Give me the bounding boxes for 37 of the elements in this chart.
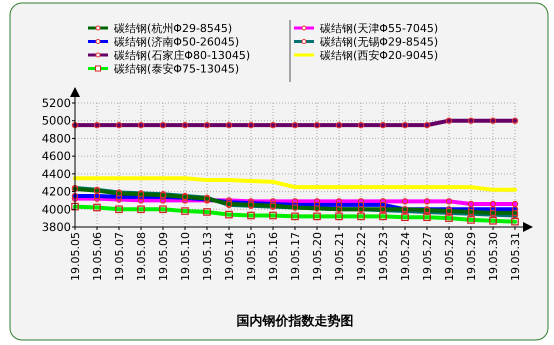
x-tick-label: 19.05.20 <box>311 232 324 281</box>
legend-label: 碳结钢(天津Φ55-7045) <box>319 22 438 35</box>
x-tick-label: 19.05.21 <box>333 232 346 281</box>
legend-label: 碳结钢(无锡Φ29-8545) <box>319 36 438 48</box>
legend-label: 碳结钢(西安Φ20-9045) <box>319 49 438 62</box>
legend-label: 碳结钢(济南Φ50-26045) <box>113 36 240 48</box>
x-tick-label: 19.05.09 <box>157 232 170 281</box>
x-tick-label: 19.05.06 <box>91 232 104 281</box>
x-tick-label: 19.05.23 <box>377 232 390 281</box>
y-tick-label: 5200 <box>42 96 71 110</box>
x-tick-label: 19.05.28 <box>443 232 456 281</box>
y-tick-label: 4400 <box>42 166 71 181</box>
y-tick-label: 4800 <box>42 131 71 146</box>
x-tick-label: 19.05.14 <box>223 232 236 281</box>
x-tick-label: 19.05.31 <box>509 232 522 281</box>
y-tick-label: 5000 <box>42 114 71 128</box>
x-tick-label: 19.05.05 <box>69 232 82 281</box>
x-tick-label: 19.05.22 <box>355 232 368 281</box>
x-tick-label: 19.05.16 <box>267 232 280 281</box>
x-tick-label: 19.05.24 <box>399 232 412 281</box>
legend-label: 碳结钢(泰安Φ75-13045) <box>113 62 240 76</box>
x-tick-label: 19.05.17 <box>289 232 302 281</box>
x-tick-label: 19.05.30 <box>487 232 500 281</box>
x-tick-label: 19.05.10 <box>179 232 192 281</box>
text: 国内钢价指数走势图 <box>236 313 354 329</box>
x-tick-label: 19.05.07 <box>113 232 126 281</box>
x-tick-label: 19.05.15 <box>245 232 258 281</box>
legend-label: 碳结钢(石家庄Φ80-13045) <box>113 49 250 62</box>
x-tick-label: 19.05.27 <box>421 232 434 281</box>
y-tick-label: 4000 <box>42 202 71 216</box>
x-tick-label: 19.05.29 <box>465 232 478 281</box>
y-tick-label: 3800 <box>42 220 71 234</box>
y-tick-label: 4600 <box>42 149 71 164</box>
legend-label: 碳结钢(杭州Φ29-8545) <box>113 22 232 35</box>
x-tick-label: 19.05.08 <box>135 232 148 281</box>
y-tick-label: 4200 <box>42 184 71 199</box>
x-tick-label: 19.05.13 <box>201 232 214 281</box>
